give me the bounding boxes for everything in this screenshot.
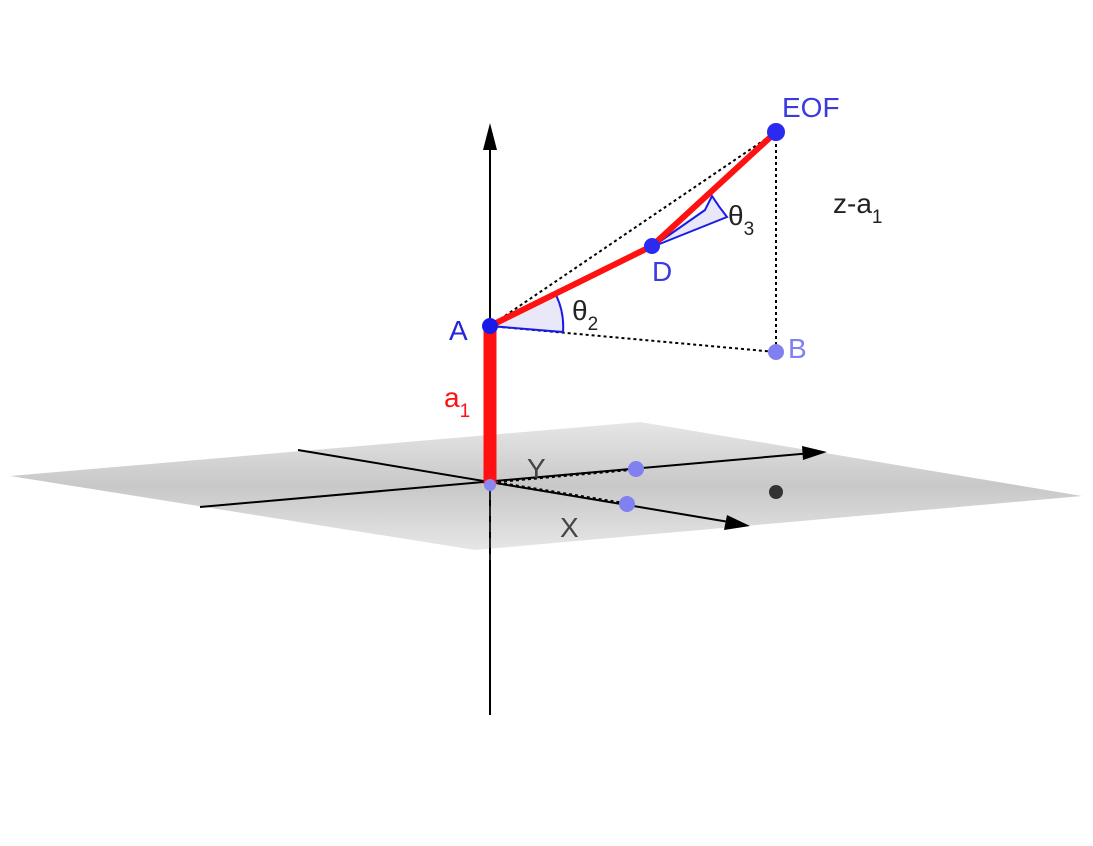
label-y-axis: Y — [527, 453, 546, 484]
origin-point — [484, 479, 496, 491]
angle-theta3-arc — [651, 193, 729, 248]
point-y-projection — [628, 461, 644, 477]
label-a1-base: a — [444, 382, 460, 413]
link-a-to-d — [487, 243, 655, 329]
point-a — [482, 318, 498, 334]
point-eof-ground — [769, 485, 783, 499]
label-theta3-base: θ — [728, 200, 744, 231]
y-projection-line — [491, 467, 637, 484]
label-theta3-sub: 3 — [744, 219, 755, 240]
label-theta3: θ3 — [728, 200, 754, 240]
label-theta2-sub: 2 — [588, 314, 599, 335]
label-d: D — [652, 256, 672, 287]
label-a1: a1 — [444, 382, 470, 422]
label-x-axis: X — [560, 512, 579, 543]
label-a1-sub: 1 — [460, 401, 471, 422]
x-projection-line — [491, 480, 628, 506]
x-axis-arrowhead-icon — [724, 515, 750, 530]
ground-plane — [10, 422, 1082, 550]
label-z-sub: 1 — [872, 207, 883, 228]
label-eof: EOF — [782, 92, 840, 123]
point-x-projection — [619, 496, 635, 512]
z-axis-arrowhead-icon — [483, 123, 497, 150]
point-b — [768, 344, 784, 360]
link-d-to-eof — [649, 129, 779, 249]
label-b: B — [788, 333, 807, 364]
point-eof — [767, 123, 785, 141]
label-a: A — [449, 315, 468, 346]
label-theta2-base: θ — [572, 295, 588, 326]
label-z-base: z-a — [833, 188, 872, 219]
label-theta2: θ2 — [572, 295, 598, 335]
y-axis-arrowhead-icon — [802, 446, 827, 460]
label-z-minus-a1: z-a1 — [833, 188, 882, 228]
point-d — [644, 238, 660, 254]
